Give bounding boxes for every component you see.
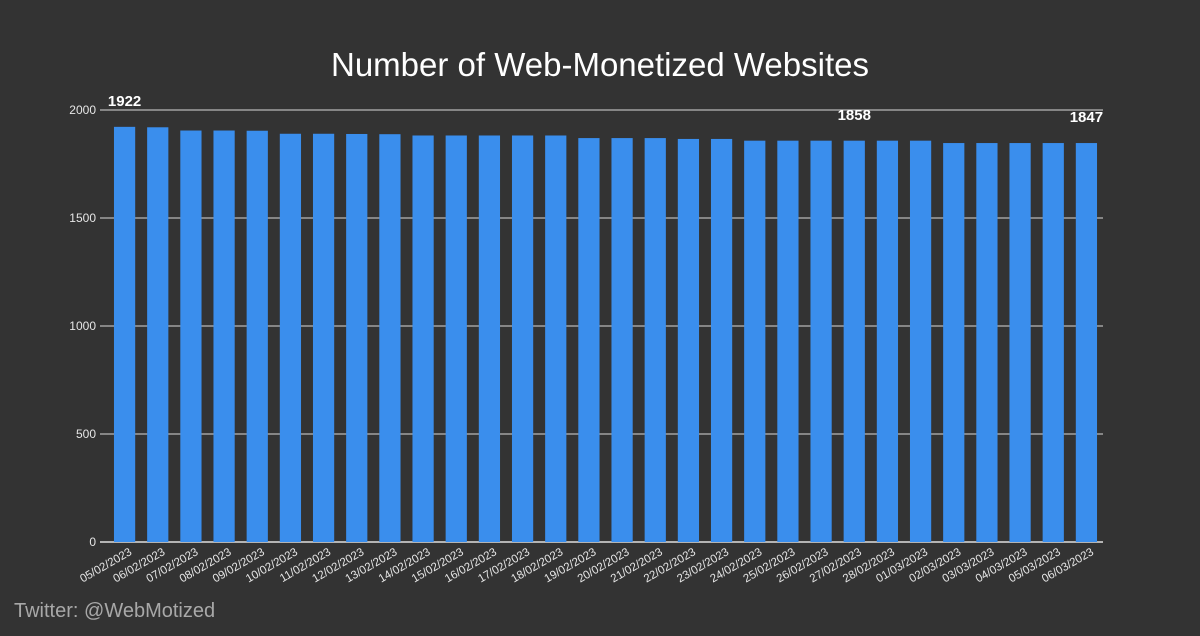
y-tick-label: 0 xyxy=(89,535,96,549)
bar xyxy=(744,140,766,542)
bar xyxy=(445,135,467,542)
y-tick-label: 500 xyxy=(76,427,96,441)
bar xyxy=(213,130,235,542)
y-axis-tick-labels: 0 500 1000 1500 2000 xyxy=(69,103,96,549)
bar xyxy=(611,138,633,542)
bar xyxy=(113,126,136,543)
bar xyxy=(412,135,434,542)
footer-credit: Twitter: @WebMotized xyxy=(14,600,216,622)
bar xyxy=(312,133,335,542)
bar xyxy=(677,138,700,542)
bar xyxy=(511,135,534,542)
bar xyxy=(777,140,799,542)
data-label: 1847 xyxy=(1070,109,1103,126)
bar xyxy=(876,140,899,542)
data-annotations: 1922 1858 1847 xyxy=(108,93,1103,126)
bar xyxy=(644,138,666,542)
bar xyxy=(710,138,733,542)
bar xyxy=(1042,143,1064,542)
bar xyxy=(976,143,998,542)
bar xyxy=(346,133,368,542)
bar xyxy=(545,135,567,542)
bar xyxy=(810,140,832,542)
bar xyxy=(478,135,501,542)
y-tick-label: 1500 xyxy=(69,211,96,225)
y-tick-label: 2000 xyxy=(69,103,96,117)
bar xyxy=(909,140,932,542)
bars xyxy=(113,126,1098,543)
bar xyxy=(578,138,600,542)
bar xyxy=(147,127,169,542)
data-label: 1858 xyxy=(838,107,871,124)
chart-title: Number of Web-Monetized Websites xyxy=(331,46,869,83)
bar xyxy=(843,140,865,542)
bar xyxy=(943,143,965,542)
y-tick-label: 1000 xyxy=(69,319,96,333)
bar xyxy=(180,130,202,542)
bar xyxy=(1009,143,1031,542)
bar xyxy=(279,133,302,542)
bar xyxy=(1075,143,1098,542)
bar xyxy=(379,134,401,542)
data-label: 1922 xyxy=(108,93,141,110)
bar xyxy=(246,130,268,542)
